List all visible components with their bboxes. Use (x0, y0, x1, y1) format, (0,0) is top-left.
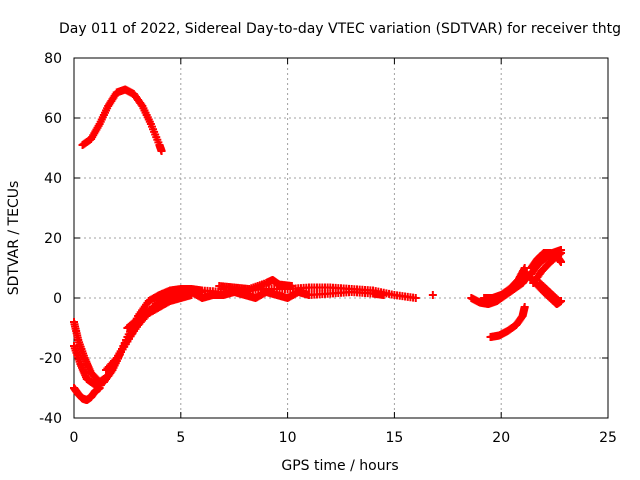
x-tick-label: 10 (279, 430, 297, 446)
data-point (287, 282, 296, 290)
x-tick-label: 5 (176, 430, 185, 446)
data-point (557, 258, 566, 266)
series-arc-p (535, 279, 566, 305)
y-tick-label: -20 (39, 351, 62, 367)
chart-title: Day 011 of 2022, Sidereal Day-to-day VTE… (59, 21, 621, 37)
data-point (95, 384, 104, 392)
x-tick-label: 20 (492, 430, 510, 446)
tick-labels: 0 5 10 15 20 25 -40 -20 0 20 40 60 80 (39, 51, 617, 446)
series-arc-m (527, 246, 566, 278)
data-point (379, 291, 388, 299)
data-point (520, 303, 529, 311)
data-point (428, 291, 437, 299)
data-point (176, 288, 185, 296)
y-tick-label: -40 (39, 411, 62, 427)
y-tick-label: 80 (44, 51, 62, 67)
x-tick-label: 15 (385, 430, 403, 446)
data-point (557, 249, 566, 257)
y-tick-label: 60 (44, 111, 62, 127)
data-point (157, 147, 166, 155)
series-arc-c (70, 384, 104, 404)
series-arc-k (486, 303, 529, 341)
series-arc-j (480, 264, 529, 302)
y-tick-label: 0 (53, 291, 62, 307)
x-axis-title: GPS time / hours (281, 458, 398, 474)
series-arc-high (78, 85, 166, 155)
series-arc-f (187, 288, 388, 302)
series-arc-g (215, 276, 296, 293)
data-points (70, 85, 566, 404)
series-arc-e (123, 288, 185, 332)
y-tick-label: 40 (44, 171, 62, 187)
y-axis-title: SDTVAR / TECUs (6, 181, 22, 296)
grid (74, 58, 608, 418)
data-point (557, 297, 566, 305)
y-tick-label: 20 (44, 231, 62, 247)
data-point (555, 250, 564, 259)
series-arc-h (428, 291, 437, 299)
x-tick-label: 25 (599, 430, 617, 446)
data-point (411, 294, 420, 302)
x-tick-label: 0 (70, 430, 79, 446)
